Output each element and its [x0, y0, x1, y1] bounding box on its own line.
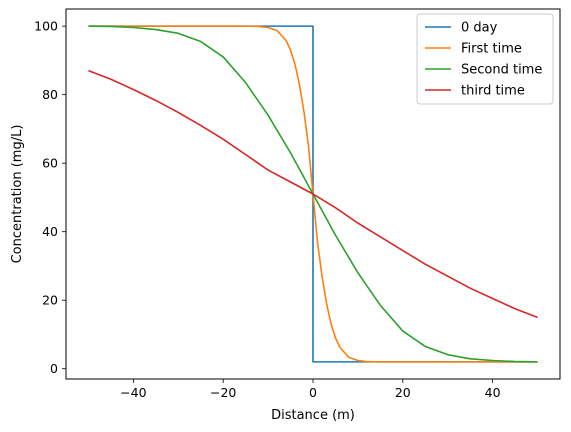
legend-label: 0 day: [461, 21, 498, 36]
y-axis-label: Concentration (mg/L): [10, 125, 25, 264]
x-axis-label: Distance (m): [271, 408, 355, 423]
series-line-4: [88, 69, 538, 319]
x-tick-label: −40: [120, 385, 146, 400]
legend-label: First time: [461, 42, 522, 57]
y-tick-label: 0: [50, 361, 58, 376]
legend-label: third time: [461, 84, 525, 99]
series-layer: [88, 25, 538, 363]
y-tick-label: 60: [42, 156, 58, 171]
x-tick-label: −20: [210, 385, 236, 400]
x-tick-label: 40: [485, 385, 501, 400]
legend-label: Second time: [461, 63, 542, 78]
legend: 0 day First time Second time third time: [416, 13, 554, 105]
y-tick-label: 100: [34, 19, 58, 34]
y-tick-label: 20: [42, 293, 58, 308]
y-tick-label: 40: [42, 224, 58, 239]
x-tick-label: 0: [309, 385, 317, 400]
y-axis-ticks: 0 20 40 60 80 100: [34, 19, 66, 376]
x-axis-ticks: −40 −20 0 20 40: [120, 379, 501, 400]
legend-box: [416, 13, 554, 105]
x-tick-label: 20: [395, 385, 411, 400]
y-tick-label: 80: [42, 87, 58, 102]
